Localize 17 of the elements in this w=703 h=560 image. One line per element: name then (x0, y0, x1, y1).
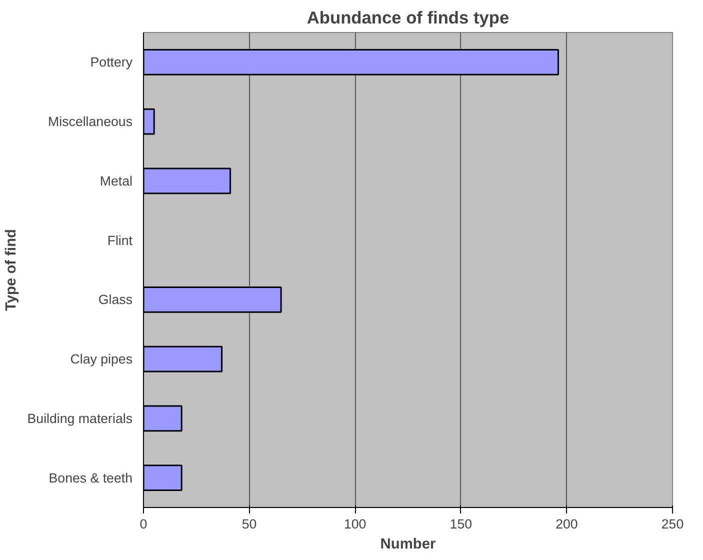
y-tick-label: Miscellaneous (48, 114, 133, 130)
chart-title: Abundance of finds type (306, 8, 510, 28)
x-tick-label: 0 (140, 516, 148, 532)
y-tick-label: Glass (98, 292, 133, 308)
x-tick-label: 250 (661, 516, 684, 532)
y-tick-label: Bones & teeth (48, 470, 133, 486)
x-tick-label: 150 (450, 516, 472, 532)
x-tick-label: 50 (242, 516, 257, 532)
y-tick-label: Flint (107, 232, 133, 248)
y-tick-label: Clay pipes (70, 352, 133, 367)
y-tick-label: Metal (100, 173, 133, 188)
y-tick-label: Building materials (27, 410, 133, 426)
x-tick-label: 200 (556, 516, 578, 532)
x-axis-title: Number (380, 536, 436, 552)
y-tick-label: Pottery (90, 54, 133, 70)
x-tick-label: 100 (344, 516, 366, 532)
y-axis-title: Type of find (3, 229, 20, 311)
